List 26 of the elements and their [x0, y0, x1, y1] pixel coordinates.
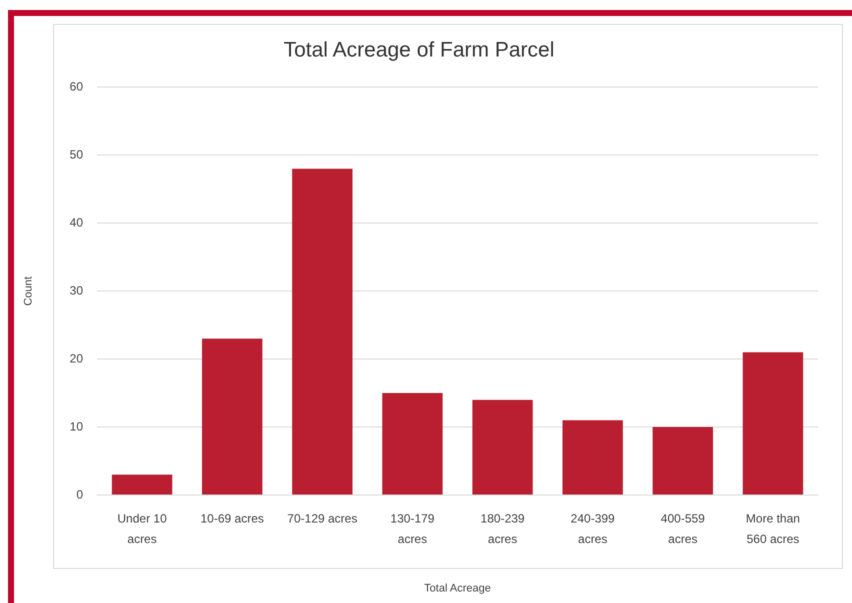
y-tick-label: 0 [76, 487, 84, 502]
y-tick-label: 10 [70, 419, 84, 434]
y-tick-label: 20 [70, 351, 84, 366]
x-tick-label: 400-559 acres [660, 512, 706, 546]
y-tick-label: 50 [70, 147, 84, 162]
x-tick-label: More than 560 acres [746, 512, 800, 546]
bar [292, 168, 353, 494]
bar [112, 474, 172, 494]
y-tick-label: 30 [70, 283, 84, 298]
bar [382, 393, 443, 494]
chart-title: Total Acreage of Farm Parcel [284, 38, 554, 62]
x-tick-label: 130-179 acres [390, 512, 435, 546]
x-tick-label: Under 10 acres [117, 512, 168, 546]
x-axis-title: Total Acreage [424, 582, 491, 594]
y-tick-label: 40 [70, 215, 84, 230]
x-tick-label: 240-399 acres [570, 512, 616, 546]
bar [652, 427, 714, 494]
bar [742, 352, 804, 494]
x-tick-label: 180-239 acres [480, 512, 525, 546]
bar [472, 400, 533, 494]
x-tick-label: 10-69 acres [200, 512, 264, 526]
y-tick-label: 60 [70, 80, 84, 94]
x-tick-label: 70-129 acres [287, 512, 358, 526]
y-axis-title: Count [22, 276, 35, 306]
bar [202, 338, 262, 494]
bar [562, 420, 623, 494]
